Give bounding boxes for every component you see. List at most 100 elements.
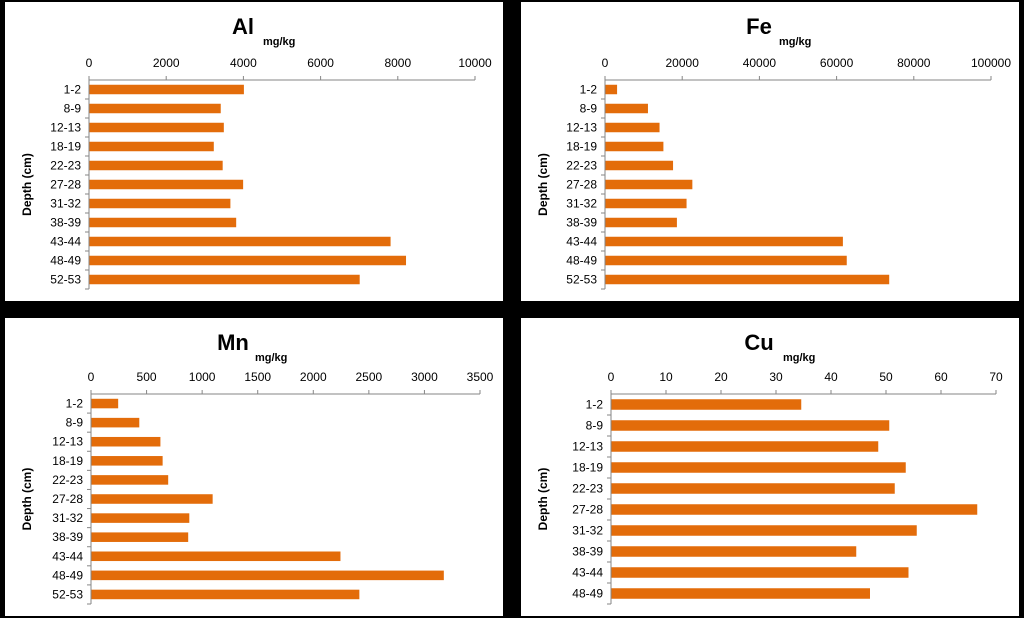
y-category-label: 43-44 xyxy=(52,549,83,563)
x-tick-label: 10000 xyxy=(458,56,492,70)
x-tick-label: 1000 xyxy=(189,370,216,384)
chart-title: Cu xyxy=(744,330,773,355)
bar-48-49 xyxy=(611,588,870,599)
bar-31-32 xyxy=(91,513,190,523)
bar-43-44 xyxy=(91,551,341,562)
x-tick-label: 8000 xyxy=(384,56,411,70)
y-category-label: 22-23 xyxy=(572,482,603,496)
bar-52-53 xyxy=(89,274,360,285)
y-category-label: 8-9 xyxy=(586,419,604,433)
chart-al: Al mg/kg 0 2000 4000 6000 8000 10000 1-2 8-9 12-13… xyxy=(20,14,492,290)
bar-1-2 xyxy=(89,84,244,95)
chart-panel-mn: Mn mg/kg 0 500 1000 1500 2000 2500 3000 3500 1-2 8-… xyxy=(5,318,503,616)
y-axis-label: Depth (cm) xyxy=(536,153,550,216)
y-category-label: 27-28 xyxy=(52,492,83,506)
bar-38-39 xyxy=(611,546,857,557)
chart-panel-fe: Fe mg/kg 0 20000 40000 60000 80000 100000 1-2 8-9… xyxy=(521,2,1019,301)
bar-1-2 xyxy=(605,84,618,95)
x-tick-label: 70 xyxy=(989,370,1003,384)
x-tick-label: 2000 xyxy=(300,370,327,384)
bar-27-28 xyxy=(91,494,213,504)
bar-22-23 xyxy=(91,475,169,485)
bar-18-19 xyxy=(605,141,664,152)
y-category-label: 12-13 xyxy=(52,435,83,449)
x-tick-label: 0 xyxy=(602,56,609,70)
x-tick-label: 100000 xyxy=(971,56,1011,70)
y-category-label: 43-44 xyxy=(572,566,603,580)
bar-31-32 xyxy=(89,198,231,209)
y-category-label: 52-53 xyxy=(566,273,597,287)
bar-8-9 xyxy=(89,103,221,114)
y-category-label: 48-49 xyxy=(572,587,603,601)
y-category-label: 43-44 xyxy=(566,235,597,249)
y-axis-label: Depth (cm) xyxy=(20,153,34,216)
bar-31-32 xyxy=(605,198,687,209)
bar-27-28 xyxy=(611,504,978,515)
bar-22-23 xyxy=(89,160,223,171)
bar-31-32 xyxy=(611,525,917,536)
y-category-label: 31-32 xyxy=(50,197,81,211)
chart-title-unit: mg/kg xyxy=(779,36,811,48)
bar-8-9 xyxy=(605,103,648,114)
y-category-label: 38-39 xyxy=(52,530,83,544)
bar-12-13 xyxy=(91,436,161,447)
bar-12-13 xyxy=(605,122,660,133)
y-category-label: 48-49 xyxy=(566,254,597,268)
y-category-label: 12-13 xyxy=(50,121,81,135)
y-category-label: 18-19 xyxy=(572,461,603,475)
y-category-label: 18-19 xyxy=(50,140,81,154)
y-category-label: 52-53 xyxy=(50,273,81,287)
y-category-label: 31-32 xyxy=(52,511,83,525)
bar-43-44 xyxy=(89,236,391,247)
chart-mn: Mn mg/kg 0 500 1000 1500 2000 2500 3000 3500 1-2 8-… xyxy=(20,330,494,605)
chart-title-unit: mg/kg xyxy=(255,352,287,364)
x-tick-label: 10 xyxy=(659,370,673,384)
y-category-label: 31-32 xyxy=(566,197,597,211)
x-tick-label: 3000 xyxy=(411,370,438,384)
y-category-label: 1-2 xyxy=(64,83,82,97)
chart-title: Al xyxy=(232,14,254,39)
bar-52-53 xyxy=(91,589,360,600)
chart-title: Mn xyxy=(217,330,249,355)
y-category-label: 38-39 xyxy=(572,545,603,559)
x-tick-label: 20000 xyxy=(666,56,700,70)
bar-38-39 xyxy=(89,217,237,228)
bar-43-44 xyxy=(605,236,843,247)
x-tick-label: 0 xyxy=(608,370,615,384)
y-category-label: 12-13 xyxy=(572,440,603,454)
bar-18-19 xyxy=(91,456,163,466)
y-category-label: 27-28 xyxy=(572,503,603,517)
x-tick-label: 3500 xyxy=(467,370,494,384)
bar-18-19 xyxy=(89,141,214,152)
x-tick-label: 0 xyxy=(86,56,93,70)
x-tick-label: 20 xyxy=(714,370,728,384)
bar-1-2 xyxy=(611,399,802,410)
y-category-label: 27-28 xyxy=(566,178,597,192)
bar-48-49 xyxy=(91,570,444,581)
chart-fe: Fe mg/kg 0 20000 40000 60000 80000 100000 1-2 8-9… xyxy=(536,14,1011,290)
y-axis-label: Depth (cm) xyxy=(536,468,550,531)
y-category-label: 8-9 xyxy=(580,102,598,116)
y-category-label: 1-2 xyxy=(66,397,84,411)
bar-22-23 xyxy=(611,483,895,494)
chart-panel-al: Al mg/kg 0 2000 4000 6000 8000 10000 1-2 8-9 12-13… xyxy=(5,2,503,301)
bar-12-13 xyxy=(611,441,879,452)
x-tick-label: 6000 xyxy=(307,56,334,70)
x-tick-label: 2000 xyxy=(153,56,180,70)
x-tick-label: 0 xyxy=(88,370,95,384)
x-tick-label: 30 xyxy=(769,370,783,384)
y-category-label: 43-44 xyxy=(50,235,81,249)
y-category-label: 1-2 xyxy=(586,398,604,412)
bar-22-23 xyxy=(605,160,674,171)
bar-38-39 xyxy=(605,217,677,228)
bar-18-19 xyxy=(611,462,906,473)
x-tick-label: 40000 xyxy=(743,56,777,70)
bar-8-9 xyxy=(611,420,890,431)
y-category-label: 27-28 xyxy=(50,178,81,192)
y-category-label: 22-23 xyxy=(566,159,597,173)
x-tick-label: 2500 xyxy=(356,370,383,384)
y-category-label: 8-9 xyxy=(66,416,84,430)
bar-38-39 xyxy=(91,532,189,542)
y-category-label: 18-19 xyxy=(52,454,83,468)
x-tick-label: 500 xyxy=(137,370,157,384)
